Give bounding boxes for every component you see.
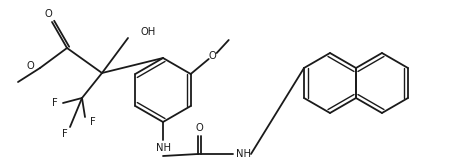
Text: O: O: [26, 61, 34, 71]
Text: OH: OH: [140, 27, 155, 37]
Text: O: O: [209, 51, 217, 61]
Text: F: F: [90, 117, 96, 127]
Text: O: O: [44, 9, 52, 19]
Text: F: F: [52, 98, 58, 108]
Text: NH: NH: [155, 143, 171, 153]
Text: NH: NH: [236, 149, 250, 159]
Text: F: F: [62, 129, 68, 139]
Text: O: O: [195, 123, 203, 133]
